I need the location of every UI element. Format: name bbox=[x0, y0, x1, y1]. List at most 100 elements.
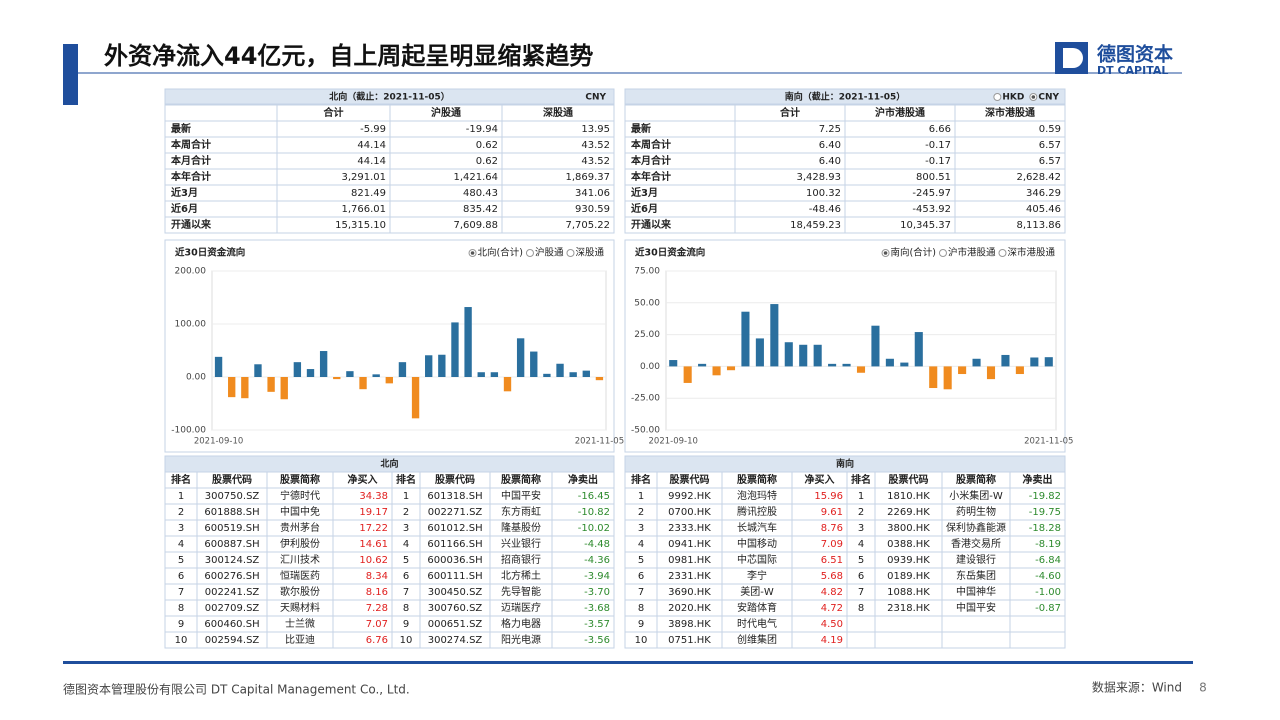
bar bbox=[319, 351, 328, 377]
table-title: 北向 bbox=[380, 458, 398, 470]
cell: 2331.HK bbox=[668, 571, 711, 582]
cell: 4 bbox=[858, 539, 864, 550]
cell: 中国神华 bbox=[956, 585, 996, 598]
cell: 先导智能 bbox=[501, 585, 541, 598]
cell: 3,428.93 bbox=[796, 172, 841, 183]
cell: 2 bbox=[638, 507, 644, 518]
x-tick-label: 2021-09-10 bbox=[649, 437, 698, 447]
column-header: 股票代码 bbox=[670, 473, 710, 486]
chart-title: 近30日资金流向 bbox=[175, 247, 245, 259]
net-sell: -4.60 bbox=[1035, 571, 1061, 582]
cell: -0.17 bbox=[925, 140, 951, 151]
cell: 1810.HK bbox=[887, 491, 930, 502]
cell: 歌尔股份 bbox=[280, 585, 320, 598]
bar bbox=[214, 356, 223, 377]
cell: 1 bbox=[403, 491, 409, 502]
cell: 1,421.64 bbox=[453, 172, 498, 183]
cell: 招商银行 bbox=[501, 553, 541, 566]
footer-rule bbox=[63, 661, 1193, 664]
y-tick-label: 50.00 bbox=[634, 298, 660, 308]
cell: 601888.SH bbox=[204, 507, 259, 518]
bar bbox=[813, 344, 822, 367]
row-label: 近3月 bbox=[171, 186, 198, 199]
cell: 600276.SH bbox=[204, 571, 259, 582]
cell: 7,705.22 bbox=[565, 220, 610, 231]
bar bbox=[306, 369, 315, 377]
bar bbox=[556, 363, 564, 377]
cell: 1088.HK bbox=[887, 587, 930, 598]
cell: 2333.HK bbox=[668, 523, 711, 534]
net-sell: -3.70 bbox=[584, 587, 610, 598]
cell: -0.17 bbox=[925, 156, 951, 167]
cell: 2269.HK bbox=[887, 507, 930, 518]
slide-title: 外资净流入44亿元，自上周起呈明显缩紧趋势 bbox=[104, 42, 593, 70]
table-title: 南向 bbox=[836, 458, 854, 470]
cell: 0700.HK bbox=[668, 507, 711, 518]
cell: 9 bbox=[403, 619, 409, 630]
bar bbox=[726, 366, 736, 371]
y-tick-label: 0.00 bbox=[640, 362, 660, 372]
cell: 0.62 bbox=[476, 140, 498, 151]
cell: 东方雨虹 bbox=[501, 505, 541, 518]
bar bbox=[411, 377, 420, 419]
bar bbox=[799, 344, 808, 367]
bar bbox=[451, 322, 459, 377]
cell: 长城汽车 bbox=[737, 521, 777, 534]
net-buy: 4.82 bbox=[821, 587, 843, 598]
cell: 10 bbox=[175, 635, 188, 646]
bar bbox=[241, 377, 249, 399]
bar bbox=[943, 366, 952, 390]
cell: 9 bbox=[178, 619, 184, 630]
cell: 中国中免 bbox=[280, 505, 320, 518]
bar bbox=[477, 372, 485, 377]
cell: 7.25 bbox=[819, 124, 841, 135]
cell: 341.06 bbox=[575, 188, 610, 199]
net-buy: 6.51 bbox=[821, 555, 843, 566]
net-sell: -3.68 bbox=[584, 603, 610, 614]
series-option: 沪股通 bbox=[535, 247, 564, 259]
cell: 阳光电源 bbox=[501, 633, 541, 646]
cell: 480.43 bbox=[463, 188, 498, 199]
cell: 7 bbox=[178, 587, 184, 598]
y-tick-label: 25.00 bbox=[634, 330, 660, 340]
cell: 6 bbox=[403, 571, 409, 582]
net-sell: -16.45 bbox=[578, 491, 610, 502]
cell: 中国平安 bbox=[501, 489, 541, 502]
bar bbox=[372, 374, 380, 377]
radio bbox=[998, 249, 1007, 257]
cell: 1 bbox=[178, 491, 184, 502]
column-header: 合计 bbox=[323, 106, 344, 119]
cell: 800.51 bbox=[916, 172, 951, 183]
cell: 6 bbox=[858, 571, 864, 582]
cell: 5 bbox=[403, 555, 409, 566]
cell: 8,113.86 bbox=[1016, 220, 1061, 231]
cell: 3 bbox=[858, 523, 864, 534]
bar bbox=[958, 366, 967, 375]
cell: 6.66 bbox=[929, 124, 951, 135]
net-buy: 7.07 bbox=[366, 619, 388, 630]
bar bbox=[755, 338, 764, 367]
bar bbox=[712, 366, 721, 376]
bar bbox=[530, 351, 538, 377]
bar bbox=[333, 377, 341, 380]
cell: 中国平安 bbox=[956, 601, 996, 614]
cell: 4 bbox=[403, 539, 409, 550]
bar bbox=[1030, 357, 1039, 367]
bar bbox=[464, 307, 472, 377]
cell: 恒瑞医药 bbox=[280, 569, 320, 582]
cell: 930.59 bbox=[575, 204, 610, 215]
title-accent bbox=[63, 44, 78, 105]
bar bbox=[346, 371, 354, 377]
cell: 比亚迪 bbox=[285, 634, 315, 646]
net-sell: -19.82 bbox=[1029, 491, 1061, 502]
logo-cn: 德图资本 bbox=[1097, 43, 1173, 66]
logo-en: DT CAPITAL bbox=[1097, 64, 1168, 77]
radio bbox=[938, 249, 947, 257]
currency: CNY bbox=[585, 93, 606, 103]
net-sell: -10.02 bbox=[578, 523, 610, 534]
net-buy: 19.17 bbox=[359, 507, 388, 518]
cell: 隆基股份 bbox=[501, 521, 541, 534]
cell: 美团-W bbox=[740, 585, 774, 598]
cell: 香港交易所 bbox=[951, 537, 1001, 550]
cell: 600111.SH bbox=[427, 571, 482, 582]
